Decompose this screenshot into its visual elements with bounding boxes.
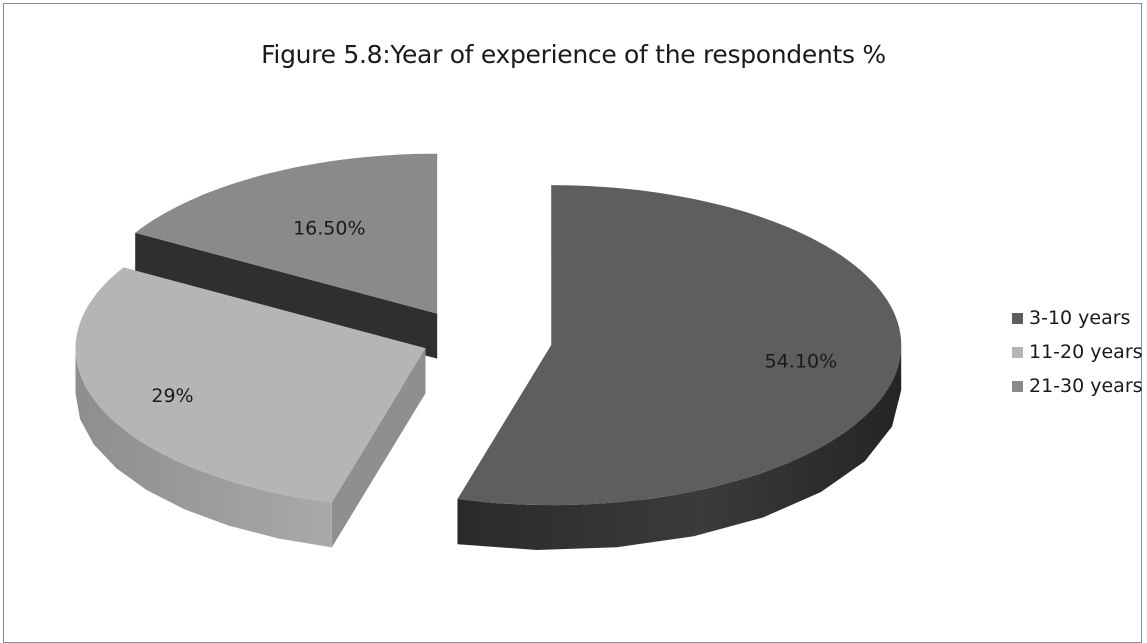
legend-item-11-20-years: 11-20 years	[1012, 335, 1143, 369]
pie-slice-11-20-years	[75, 267, 426, 548]
slice-top	[75, 267, 426, 503]
legend-swatch	[1012, 312, 1023, 324]
chart-title: Figure 5.8:Year of experience of the res…	[261, 40, 886, 69]
chart-legend: 3-10 years 11-20 years 21-30 years	[1012, 301, 1143, 403]
legend-item-21-30-years: 21-30 years	[1012, 369, 1143, 403]
pie-slice-3-10-years	[457, 185, 902, 550]
slice-wall	[135, 232, 438, 359]
slice-side	[457, 345, 902, 550]
pie-chart: 54.10% 29% 16.50%	[75, 153, 902, 550]
slice-side	[75, 348, 332, 548]
legend-swatch	[1012, 380, 1023, 392]
data-label-3-10-years: 54.10%	[765, 351, 837, 373]
slice-top	[135, 153, 438, 314]
legend-label: 21-30 years	[1029, 375, 1143, 397]
pie-slice-21-30-years	[135, 153, 438, 359]
legend-item-3-10-years: 3-10 years	[1012, 301, 1143, 335]
data-label-21-30-years: 16.50%	[293, 218, 365, 240]
slice-top	[457, 185, 902, 506]
data-label-11-20-years: 29%	[151, 385, 193, 407]
slice-wall	[331, 348, 426, 548]
legend-label: 11-20 years	[1029, 341, 1143, 363]
legend-label: 3-10 years	[1029, 307, 1131, 329]
legend-swatch	[1012, 346, 1023, 358]
